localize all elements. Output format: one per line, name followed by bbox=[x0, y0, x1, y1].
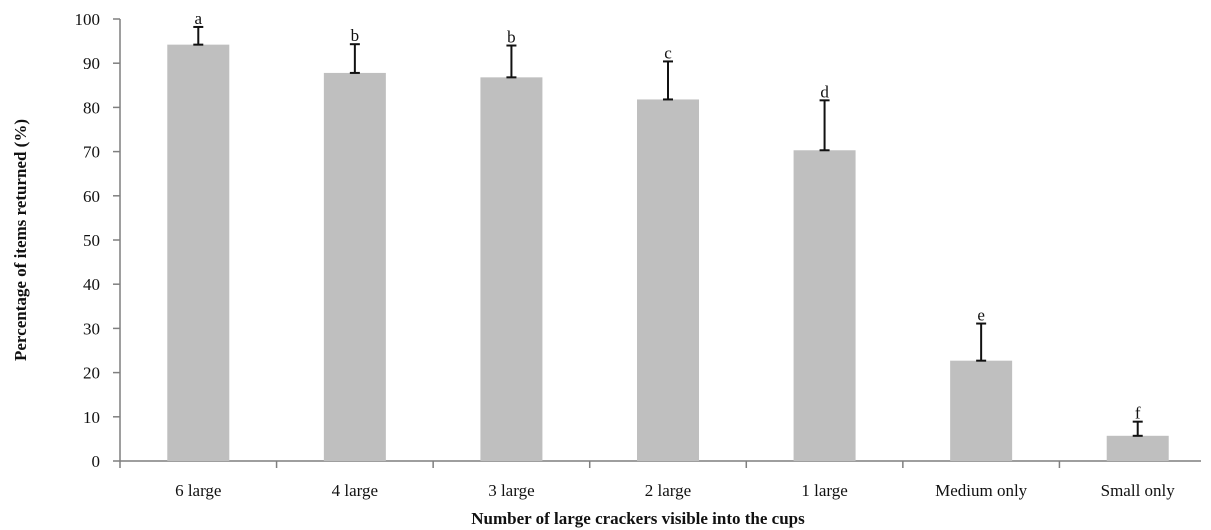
y-tick-label: 40 bbox=[83, 275, 100, 294]
significance-letter: b bbox=[351, 26, 360, 45]
significance-letter: f bbox=[1135, 404, 1141, 423]
x-tick-label: 3 large bbox=[488, 481, 534, 500]
bar bbox=[793, 150, 856, 462]
significance-letter: a bbox=[195, 9, 203, 28]
x-tick-label: 2 large bbox=[645, 481, 691, 500]
y-tick-label: 20 bbox=[83, 364, 100, 383]
y-tick-label: 60 bbox=[83, 187, 100, 206]
x-tick-label: 4 large bbox=[332, 481, 378, 500]
bar bbox=[167, 44, 230, 462]
bar bbox=[637, 99, 699, 461]
significance-letter: b bbox=[507, 28, 516, 47]
significance-letter: e bbox=[977, 306, 985, 325]
bar bbox=[480, 77, 543, 462]
bar bbox=[1106, 435, 1169, 461]
x-tick-label: 1 large bbox=[801, 481, 847, 500]
y-tick-label: 70 bbox=[83, 143, 100, 162]
y-tick-label: 100 bbox=[75, 10, 101, 29]
y-tick-label: 50 bbox=[83, 231, 100, 250]
y-tick-label: 10 bbox=[83, 408, 100, 427]
x-tick-label: Small only bbox=[1101, 481, 1176, 500]
x-axis-title: Number of large crackers visible into th… bbox=[471, 509, 805, 528]
significance-letter: c bbox=[664, 43, 672, 62]
y-tick-label: 80 bbox=[83, 98, 100, 117]
bar bbox=[323, 72, 386, 461]
x-tick-label: 6 large bbox=[175, 481, 221, 500]
y-tick-label: 30 bbox=[83, 319, 100, 338]
significance-letter: d bbox=[820, 82, 829, 101]
y-tick-label: 90 bbox=[83, 54, 100, 73]
bar bbox=[950, 360, 1013, 461]
y-tick-label: 0 bbox=[92, 452, 101, 471]
plot-area: 0 10 20 30 40 50 60 70 80 90 100 a 6 large b 4 large b 3… bbox=[75, 9, 1201, 500]
y-axis-title: Percentage of items returned (%) bbox=[11, 119, 30, 361]
x-tick-label: Medium only bbox=[935, 481, 1028, 500]
